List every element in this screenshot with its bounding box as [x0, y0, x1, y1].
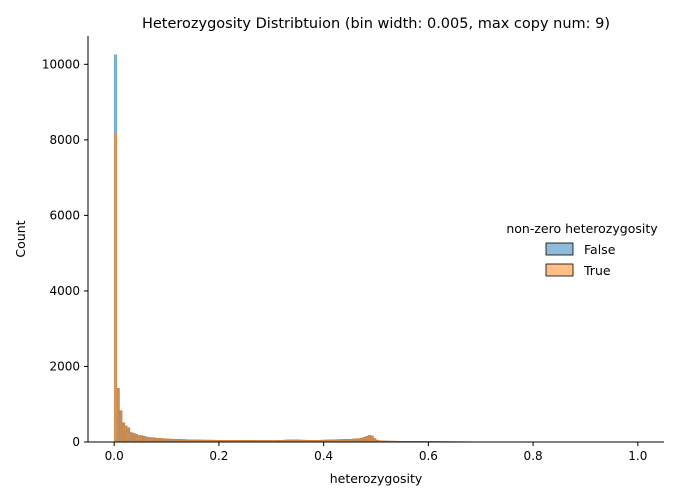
legend-swatch-true: [546, 264, 573, 276]
histogram-bar: [130, 433, 133, 442]
histogram-bar: [114, 134, 117, 442]
x-tick-label: 0.8: [524, 449, 543, 463]
histogram-bar: [122, 423, 125, 442]
histogram-bar: [368, 435, 371, 442]
histogram-bar: [153, 438, 156, 442]
y-tick-label: 4000: [49, 284, 80, 298]
bars-true-series: [114, 134, 638, 442]
histogram-bar: [119, 411, 122, 442]
y-axis-ticks: 0 2000 4000 6000 8000 10000: [42, 57, 88, 449]
histogram-bar: [156, 438, 159, 442]
x-tick-label: 0.0: [105, 449, 124, 463]
histogram-bar: [161, 439, 164, 442]
histogram-bar: [125, 426, 128, 442]
y-tick-label: 6000: [49, 208, 80, 222]
histogram-bar: [358, 439, 361, 442]
legend-title: non-zero heterozygosity: [506, 221, 658, 236]
histogram-bar: [117, 388, 120, 442]
y-tick-label: 10000: [42, 57, 80, 71]
histogram-bar: [133, 433, 136, 442]
legend-swatch-false: [546, 243, 573, 255]
legend-label-false: False: [584, 242, 616, 257]
y-tick-label: 2000: [49, 359, 80, 373]
x-tick-label: 0.2: [209, 449, 228, 463]
legend-entries: False True: [546, 242, 616, 278]
histogram-bar: [127, 428, 130, 442]
histogram-bar: [140, 436, 143, 442]
histogram-bar: [143, 436, 146, 442]
x-axis-label: heterozygosity: [330, 471, 423, 486]
histogram-bar: [146, 437, 149, 442]
histogram-bar: [138, 435, 141, 442]
histogram-bar: [366, 436, 369, 442]
histogram-bar: [360, 438, 363, 442]
x-tick-label: 0.6: [419, 449, 438, 463]
x-tick-label: 1.0: [628, 449, 647, 463]
histogram-bar: [363, 437, 366, 442]
legend: non-zero heterozygosity False True: [506, 221, 658, 278]
y-tick-label: 8000: [49, 133, 80, 147]
histogram-bar: [151, 438, 154, 442]
x-tick-label: 0.4: [314, 449, 333, 463]
legend-label-true: True: [583, 263, 611, 278]
histogram-bar: [371, 436, 374, 442]
x-axis-ticks: 0.0 0.2 0.4 0.6 0.8 1.0: [105, 442, 648, 463]
y-tick-label: 0: [72, 435, 80, 449]
y-axis-label: Count: [13, 220, 28, 257]
histogram-bar: [148, 437, 151, 442]
histogram-bar: [373, 439, 376, 442]
histogram-bar: [135, 434, 138, 442]
histogram-bar: [159, 438, 162, 442]
chart-title: Heterozygosity Distribtuion (bin width: …: [142, 16, 610, 32]
